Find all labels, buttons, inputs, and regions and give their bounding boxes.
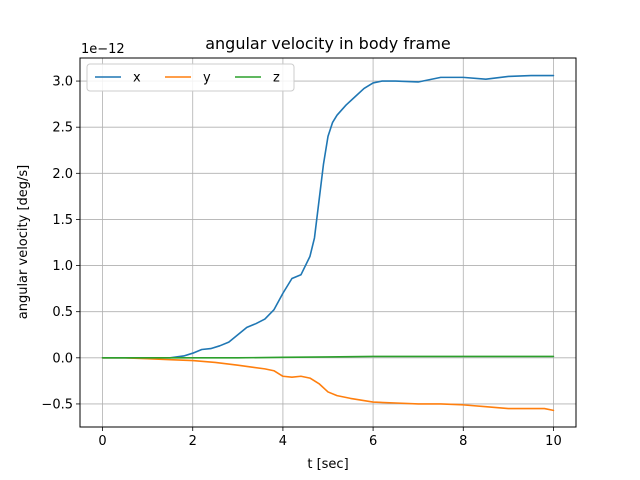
series-line-y (101, 357, 555, 412)
series-group (101, 74, 555, 412)
series-line-z (101, 355, 555, 359)
x-tick-label: 8 (459, 434, 467, 449)
y-tick-label: 0.5 (52, 305, 73, 320)
y-tick-label: 0.0 (52, 351, 73, 366)
y-offset-text: 1e−12 (81, 42, 125, 57)
x-tick-label: 4 (279, 434, 287, 449)
y-tick-label: 1.0 (52, 259, 73, 274)
x-tick-label: 0 (98, 434, 106, 449)
legend-label-y: y (203, 71, 211, 86)
series-line-x (101, 74, 555, 359)
y-tick-label: 3.0 (52, 75, 73, 90)
x-tick-label: 2 (189, 434, 197, 449)
ticks: 0 2 4 6 8 10 −0.5 0.0 0.5 1.0 1.5 2.0 2.5 3.0 (41, 75, 561, 449)
y-tick-label: 2.5 (52, 121, 73, 136)
x-axis-label: t [sec] (307, 457, 348, 472)
y-tick-label: 1.5 (52, 213, 73, 228)
legend: x y z (86, 63, 295, 92)
legend-label-z: z (273, 71, 280, 86)
y-tick-label: −0.5 (41, 397, 73, 412)
axes-frame (79, 57, 577, 428)
y-axis-label: angular velocity [deg/s] (16, 165, 31, 320)
legend-label-x: x (133, 71, 141, 86)
x-tick-label: 6 (369, 434, 377, 449)
x-tick-label: 10 (545, 434, 562, 449)
y-tick-label: 2.0 (52, 167, 73, 182)
chart-title: angular velocity in body frame (205, 34, 451, 53)
